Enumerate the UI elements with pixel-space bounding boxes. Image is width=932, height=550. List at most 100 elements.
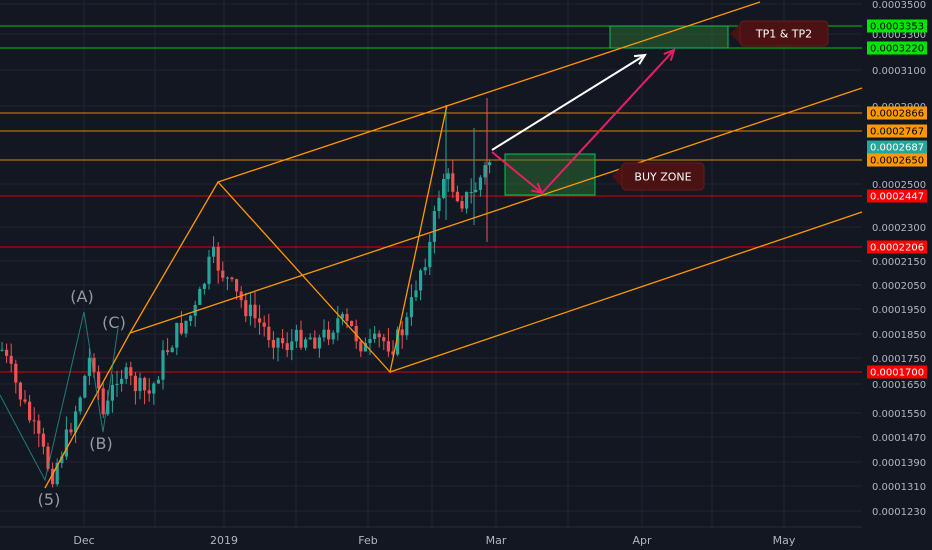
- pink-arrow-down: [491, 151, 543, 194]
- candle-body: [152, 383, 156, 394]
- candle-body: [18, 382, 22, 400]
- candle-body: [428, 241, 432, 268]
- drawings: [0, 1, 863, 489]
- white-arrow: [491, 54, 646, 151]
- buy-zone-callout-box: [621, 162, 705, 191]
- elliott-wave-line: [0, 311, 119, 482]
- annotations: (A) (C) (B) (5) TP1 & TP2 BUY ZONE: [38, 20, 829, 509]
- candle-body: [276, 338, 280, 348]
- candle-body: [248, 304, 252, 317]
- pink-arrow-up-head: [663, 48, 676, 61]
- candle-body: [446, 173, 450, 180]
- candle-body: [405, 317, 409, 336]
- candle-body: [414, 290, 418, 298]
- candle-body: [110, 384, 114, 401]
- x-tick-label: Mar: [486, 534, 507, 547]
- y-tick-label: 0.0001650: [872, 380, 926, 391]
- y-tick-label: 0.0001750: [872, 354, 926, 365]
- price-badge: [867, 365, 927, 379]
- candle-body: [478, 177, 482, 190]
- candle-body: [28, 401, 32, 421]
- candle-body: [221, 270, 225, 278]
- candle-body: [386, 341, 390, 352]
- candle-body: [170, 347, 174, 353]
- price-badge: [867, 41, 927, 55]
- candle-body: [455, 191, 459, 202]
- price-badge: [867, 106, 927, 120]
- candle-body: [419, 270, 423, 291]
- candle-body: [331, 332, 335, 340]
- targets-callout-pointer: [730, 24, 740, 43]
- y-tick-label: 0.0001950: [872, 305, 926, 316]
- candle-body: [465, 192, 469, 209]
- candle-body: [267, 326, 271, 340]
- candle-body: [488, 162, 492, 166]
- candle-body: [354, 325, 358, 342]
- price-badge: [867, 140, 927, 154]
- targets-callout: TP1 & TP2: [730, 20, 829, 47]
- x-tick-label: 2019: [210, 534, 238, 547]
- y-tick-label: 0.0001310: [872, 482, 926, 493]
- candle-body: [189, 315, 193, 321]
- candle-body: [313, 337, 317, 349]
- candle-body: [377, 333, 381, 338]
- candle-body: [37, 420, 41, 434]
- x-tick-label: Dec: [73, 534, 94, 547]
- buy-zone-callout-text: BUY ZONE: [634, 171, 691, 184]
- candle-body: [175, 322, 179, 348]
- candle-body: [83, 375, 87, 398]
- candle-body: [69, 429, 73, 433]
- white-arrow-head: [633, 53, 647, 65]
- price-badge: [867, 124, 927, 138]
- candle-body: [179, 322, 183, 334]
- candle-body: [64, 429, 68, 457]
- candle-body: [101, 388, 105, 415]
- candle-body: [129, 367, 133, 376]
- candle-body: [216, 246, 220, 271]
- wave-label: (5): [38, 490, 61, 509]
- candle-body: [442, 179, 446, 198]
- price-badge-label: 0.0002866: [870, 109, 924, 120]
- targets-callout-box: [739, 20, 829, 47]
- candle-body: [345, 314, 349, 321]
- price-badge-label: 0.0002206: [870, 243, 924, 254]
- y-tick-label: 0.0001230: [872, 507, 926, 518]
- candle-body: [41, 433, 45, 447]
- candle-body: [106, 400, 110, 415]
- candle-body: [281, 338, 285, 344]
- candle-body: [235, 279, 239, 292]
- candle-body: [340, 314, 344, 319]
- candle-body: [23, 399, 27, 402]
- price-badge-label: 0.0003353: [870, 22, 924, 33]
- candle-body: [14, 363, 18, 383]
- candle-body: [244, 300, 248, 317]
- candle-body: [363, 343, 367, 352]
- candle-body: [400, 329, 404, 336]
- candle-body: [253, 304, 257, 319]
- candle-body: [115, 383, 119, 385]
- candle-body: [147, 390, 151, 394]
- price-badge-label: 0.0003220: [870, 44, 924, 55]
- candle-body: [97, 371, 101, 389]
- y-axis: 0.00035000.00033000.00031000.00029000.00…: [867, 0, 927, 518]
- candle-body: [258, 318, 262, 323]
- target-zone: [609, 25, 729, 49]
- candle-body: [92, 357, 96, 372]
- candle-body: [308, 337, 312, 340]
- candle-body: [161, 350, 165, 380]
- channel-middle-line: [129, 87, 863, 334]
- candle-body: [460, 201, 464, 209]
- wave-structure-line: [44, 104, 448, 489]
- candle-body: [317, 337, 321, 349]
- candle-body: [193, 304, 197, 316]
- y-tick-label: 0.0002050: [872, 281, 926, 292]
- y-tick-label: 0.0001550: [872, 409, 926, 420]
- candle-body: [5, 349, 9, 356]
- candle-body: [373, 333, 377, 339]
- candle-body: [322, 329, 326, 338]
- candle-body: [143, 377, 147, 391]
- price-badge: [867, 153, 927, 167]
- candle-body: [0, 349, 4, 351]
